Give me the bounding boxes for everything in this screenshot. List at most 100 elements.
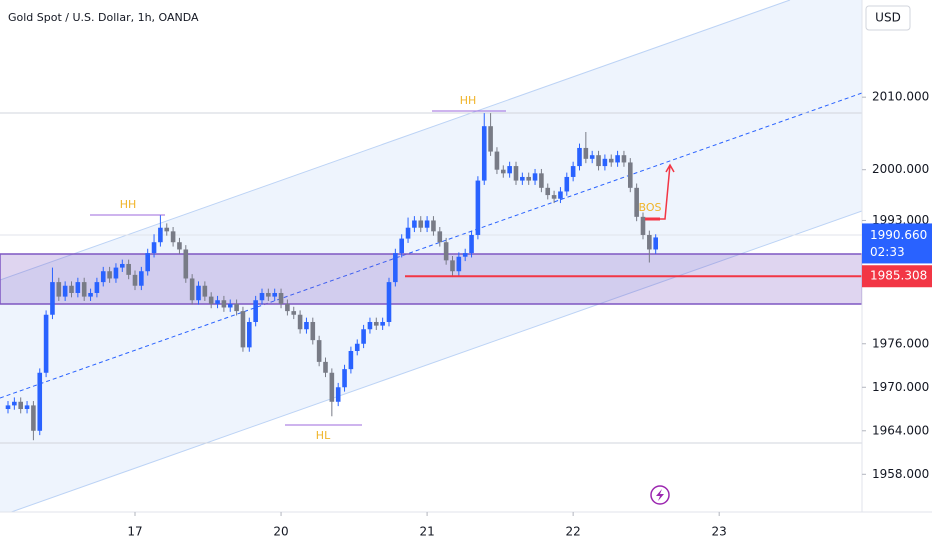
candle-body [450,260,455,272]
candle-body [456,256,462,272]
candle-body [139,271,144,286]
y-tick-label: 1970.000 [872,380,929,394]
candle-body [545,187,551,196]
candle-body [621,155,627,163]
candle-body [18,401,24,410]
x-tick-label: 22 [566,525,581,539]
candle-body [278,292,284,304]
currency-box[interactable] [865,5,911,31]
candle-body [418,220,424,228]
candles [5,113,862,441]
annotation: BOS [639,201,662,214]
axes: 2010.0002000.0001993.0001976.0001970.000… [127,90,929,539]
candle-body [177,242,182,250]
candle-body [100,271,106,283]
candle-body [170,231,176,243]
candle-body [558,191,563,199]
candle-body [437,231,443,243]
candle-body [513,166,519,181]
candle-body [12,401,17,406]
candle-body [627,162,633,188]
candle-body [481,126,487,181]
candle-body [520,176,525,181]
candle-body [316,340,322,362]
candle-body [132,274,138,286]
y-tick-label: 1976.000 [872,336,929,350]
candle-body [75,282,81,293]
candle-body [202,285,208,297]
candle-body [50,282,55,315]
candle-body [589,155,595,159]
candle-body [462,253,468,257]
candle-body [43,314,49,373]
candle-body [113,267,119,279]
candle-body [196,285,201,301]
candle-body [354,343,360,352]
candle-body [24,405,30,410]
candle-body [647,234,652,250]
chart-title: Gold Spot / U.S. Dollar, 1h, OANDA [8,11,199,24]
candle-body [532,173,538,181]
x-tick-label: 23 [712,525,727,539]
candle-body [31,405,36,431]
candle-body [62,285,68,297]
candle-body [323,361,328,373]
candle-body [412,220,417,228]
candle-body [5,405,11,410]
candle-body [126,263,131,275]
candle-body [297,314,303,330]
candle-body [291,311,297,315]
candle-body [539,173,544,188]
x-tick-label: 21 [419,525,434,539]
candle-body [234,303,239,312]
candle-body [304,321,309,330]
candle-body [69,285,74,293]
candle-body [608,158,614,163]
candle-body [640,216,646,235]
candle-body [405,227,411,239]
candle-body [373,321,379,326]
x-tick-label: 17 [127,525,142,539]
candle-body [253,300,258,322]
candle-body [259,292,265,301]
x-tick-label: 20 [273,525,288,539]
candle-body [310,321,316,341]
candle-body [507,166,512,174]
candle-body [81,282,87,297]
y-tick-label: 2010.000 [872,90,929,104]
candle-body [88,292,93,297]
candle-body [615,155,620,163]
annotation: HL [316,429,331,442]
candle-body [494,151,500,170]
candle-body [151,242,157,254]
channel-midline [0,92,862,399]
candle-body [246,321,252,348]
alert-icon[interactable] [650,485,670,505]
candle-body [653,237,658,250]
candle-body [227,303,233,308]
candle-body [431,220,436,232]
price-labels: 1985.308 1990.660 02:33 [862,223,932,288]
candle-body [386,282,392,322]
candle-body [380,321,385,326]
candle-body [500,169,506,174]
candle-body [475,180,481,235]
drawings [0,0,862,512]
candle-body [564,176,570,192]
candle-body [215,300,220,304]
annotations: HH HH HL BOS [120,94,675,442]
y-tick-label: 1958.000 [872,467,929,481]
current-price-label: 1990.660 [870,228,927,242]
candle-body [208,296,214,304]
candle-body [94,282,100,293]
current-price-box [862,223,932,264]
red-level-label: 1985.308 [870,269,927,283]
red-level-box [862,265,932,288]
candle-body [56,282,62,297]
y-tick-label: 2000.000 [872,162,929,176]
candle-body [221,300,227,308]
candle-body [145,253,150,272]
candle-body [583,147,589,159]
candle-body [119,263,125,268]
